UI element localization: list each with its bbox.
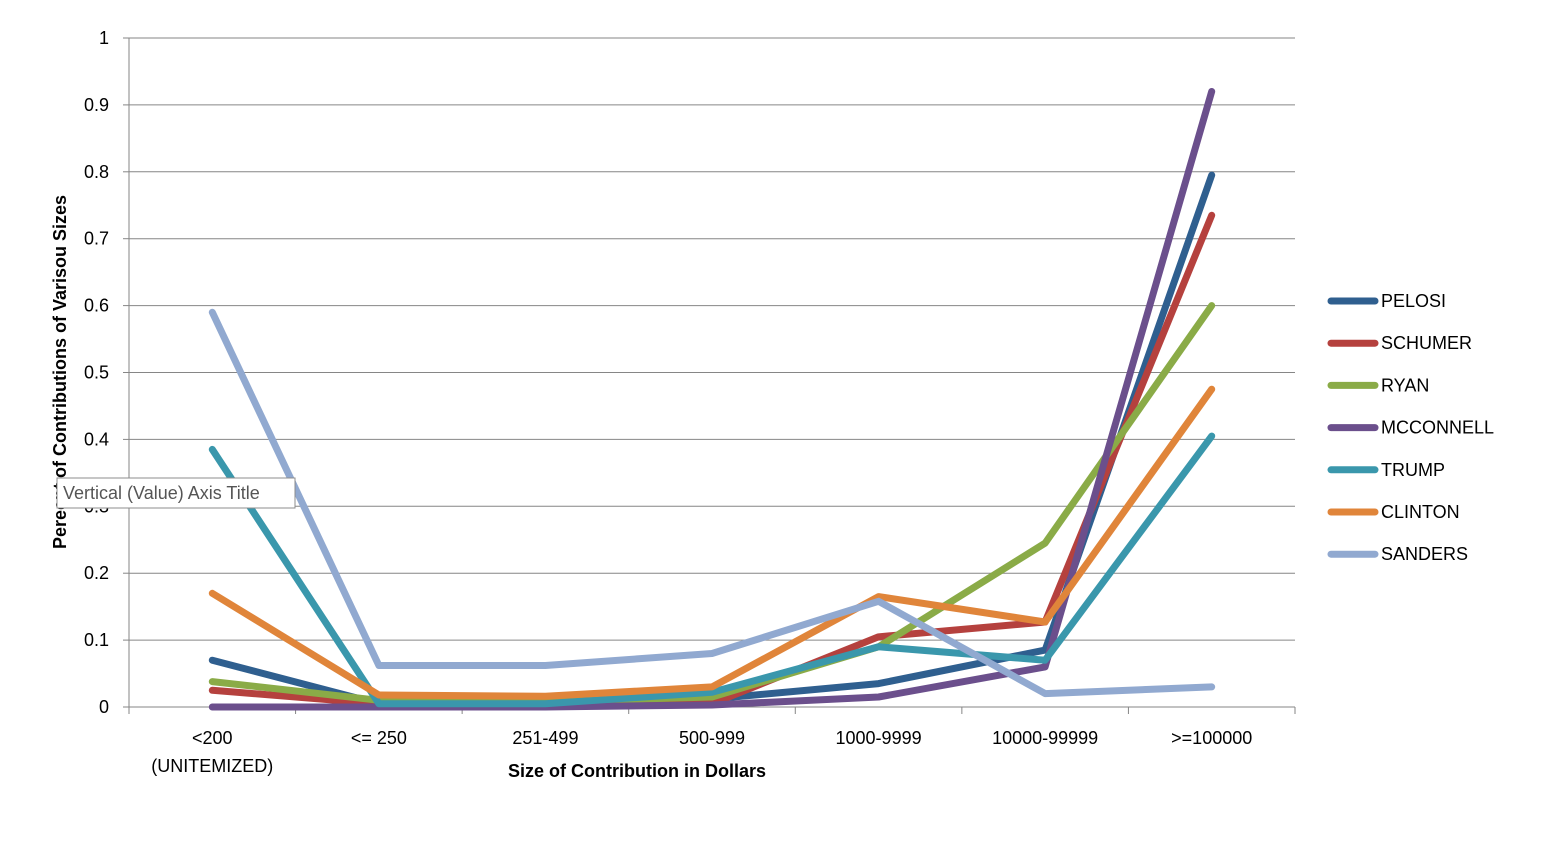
- axes: [123, 37, 1296, 714]
- x-tick-label: 10000-99999: [992, 728, 1098, 748]
- legend-label-pelosi[interactable]: PELOSI: [1381, 291, 1446, 311]
- y-tick-label: 0.1: [84, 630, 109, 650]
- legend-label-ryan[interactable]: RYAN: [1381, 375, 1429, 395]
- y-tick-label: 1: [99, 28, 109, 48]
- x-axis-title[interactable]: Size of Contribution in Dollars: [508, 761, 766, 781]
- y-tick-label: 0.6: [84, 296, 109, 316]
- tooltip-text: Vertical (Value) Axis Title: [63, 483, 260, 503]
- x-tick-label: <200: [192, 728, 233, 748]
- legend-label-trump[interactable]: TRUMP: [1381, 460, 1445, 480]
- y-tick-label: 0.5: [84, 363, 109, 383]
- y-tick-label: 0.9: [84, 95, 109, 115]
- y-tick-label: 0.8: [84, 162, 109, 182]
- x-tick-labels: <200 (UNITEMIZED) <= 250 251-499 500-999 1000…: [151, 728, 1252, 776]
- series-line-clinton[interactable]: [208, 385, 1216, 700]
- x-tick-label: (UNITEMIZED): [151, 756, 273, 776]
- tooltip-box: [56, 477, 296, 509]
- x-tick-label: 500-999: [679, 728, 745, 748]
- series-line-trump[interactable]: [208, 432, 1216, 708]
- x-tick-label: 251-499: [512, 728, 578, 748]
- series-line-sanders[interactable]: [208, 308, 1216, 698]
- y-tick-label: 0: [99, 697, 109, 717]
- y-tick-label: 0.2: [84, 563, 109, 583]
- axis-title-tooltip: Vertical (Value) Axis Title: [56, 477, 296, 509]
- x-tick-label: <= 250: [351, 728, 407, 748]
- y-tick-labels: 00.10.20.30.40.50.60.70.80.91: [84, 28, 109, 717]
- legend-label-schumer[interactable]: SCHUMER: [1381, 333, 1472, 353]
- y-tick-label: 0.4: [84, 429, 109, 449]
- legend-label-clinton[interactable]: CLINTON: [1381, 502, 1460, 522]
- series-lines: [208, 88, 1216, 711]
- legend-label-sanders[interactable]: SANDERS: [1381, 544, 1468, 564]
- y-axis-title[interactable]: Perecnt of Contributions of Varisou Size…: [50, 195, 70, 549]
- y-tick-label: 0.7: [84, 229, 109, 249]
- legend-label-mcconnell[interactable]: MCCONNELL: [1381, 418, 1494, 438]
- series-line-mcconnell[interactable]: [208, 88, 1216, 711]
- x-tick-label: 1000-9999: [836, 728, 922, 748]
- x-tick-label: >=100000: [1171, 728, 1252, 748]
- legend: PELOSI SCHUMER RYAN MCCONNELL TRUMP CLINTON SA…: [1327, 291, 1494, 564]
- gridlines: [129, 37, 1295, 641]
